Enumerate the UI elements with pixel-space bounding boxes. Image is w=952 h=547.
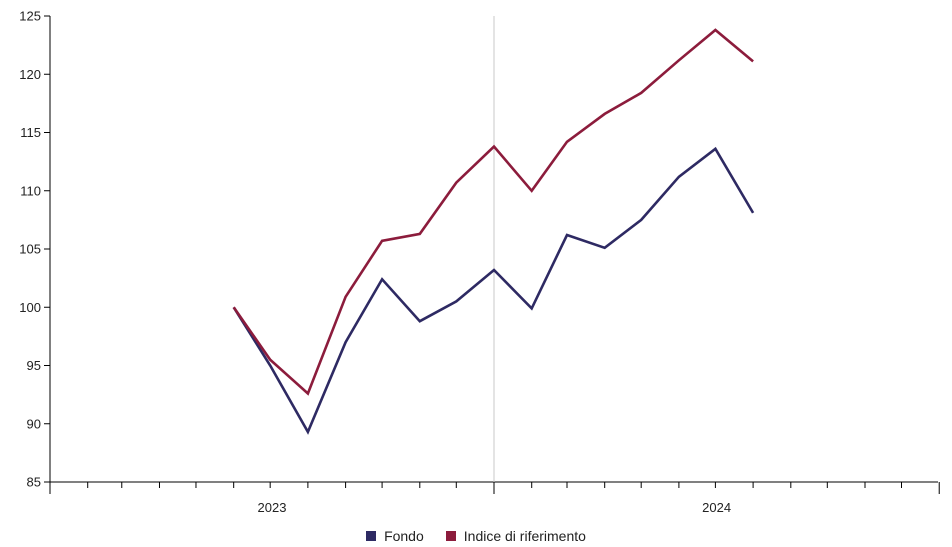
legend-item-fondo: Fondo: [366, 528, 424, 544]
chart-axes: 85 90 95 100 105 110 115 120 125 2023 2024: [19, 9, 940, 515]
y-tick-label: 90: [27, 416, 41, 431]
legend-item-indice: Indice di riferimento: [445, 528, 586, 544]
y-tick-label: 120: [19, 67, 41, 82]
chart-legend: Fondo Indice di riferimento: [0, 528, 952, 544]
y-tick-label: 110: [20, 183, 41, 198]
legend-swatch-fondo: [366, 531, 377, 541]
y-tick-label: 125: [19, 9, 41, 24]
y-tick-label: 105: [19, 242, 41, 257]
chart-series: [232, 28, 755, 435]
series-line-indice: [232, 28, 754, 396]
series-line-fondo: [232, 146, 755, 435]
x-tick-label: 2024: [702, 500, 731, 515]
legend-label-fondo: Fondo: [384, 528, 424, 544]
legend-swatch-indice: [445, 531, 456, 541]
y-tick-label: 115: [20, 125, 41, 140]
legend-label-indice: Indice di riferimento: [463, 528, 586, 544]
y-tick-label: 95: [27, 358, 41, 373]
y-tick-label: 85: [27, 475, 41, 490]
y-tick-label: 100: [19, 300, 41, 315]
x-tick-label: 2023: [258, 500, 287, 515]
